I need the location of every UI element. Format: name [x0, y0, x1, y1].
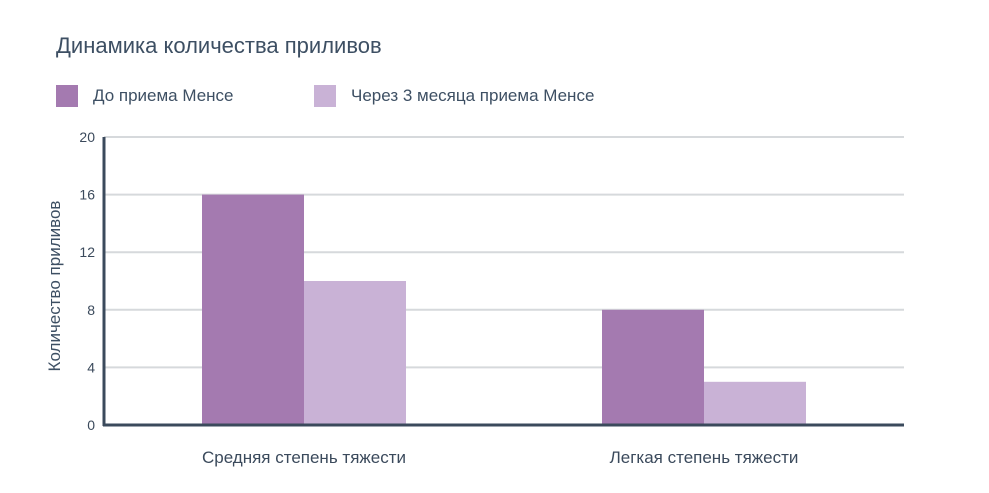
y-tick-label: 0 [87, 417, 95, 433]
y-tick-label: 16 [79, 187, 95, 203]
legend-item-before: До приема Менсе [56, 85, 234, 107]
legend-label-after: Через 3 месяца приема Менсе [351, 86, 595, 105]
x-category-label: Средняя степень тяжести [202, 448, 406, 467]
bar [202, 194, 304, 425]
y-tick-label: 4 [87, 359, 95, 375]
legend-swatch-after [314, 85, 336, 107]
legend-item-after: Через 3 месяца приема Менсе [314, 85, 594, 107]
bar [304, 281, 406, 425]
y-axis-title: Количество приливов [45, 201, 64, 372]
bar [704, 381, 806, 425]
legend-label-before: До приема Менсе [93, 86, 234, 105]
bar [602, 309, 704, 425]
y-tick-label: 12 [79, 244, 95, 260]
chart-title: Динамика количества приливов [56, 33, 382, 58]
y-tick-label: 20 [79, 129, 95, 145]
x-category-label: Легкая степень тяжести [610, 448, 799, 467]
y-tick-label: 8 [87, 302, 95, 318]
legend-swatch-before [56, 85, 78, 107]
